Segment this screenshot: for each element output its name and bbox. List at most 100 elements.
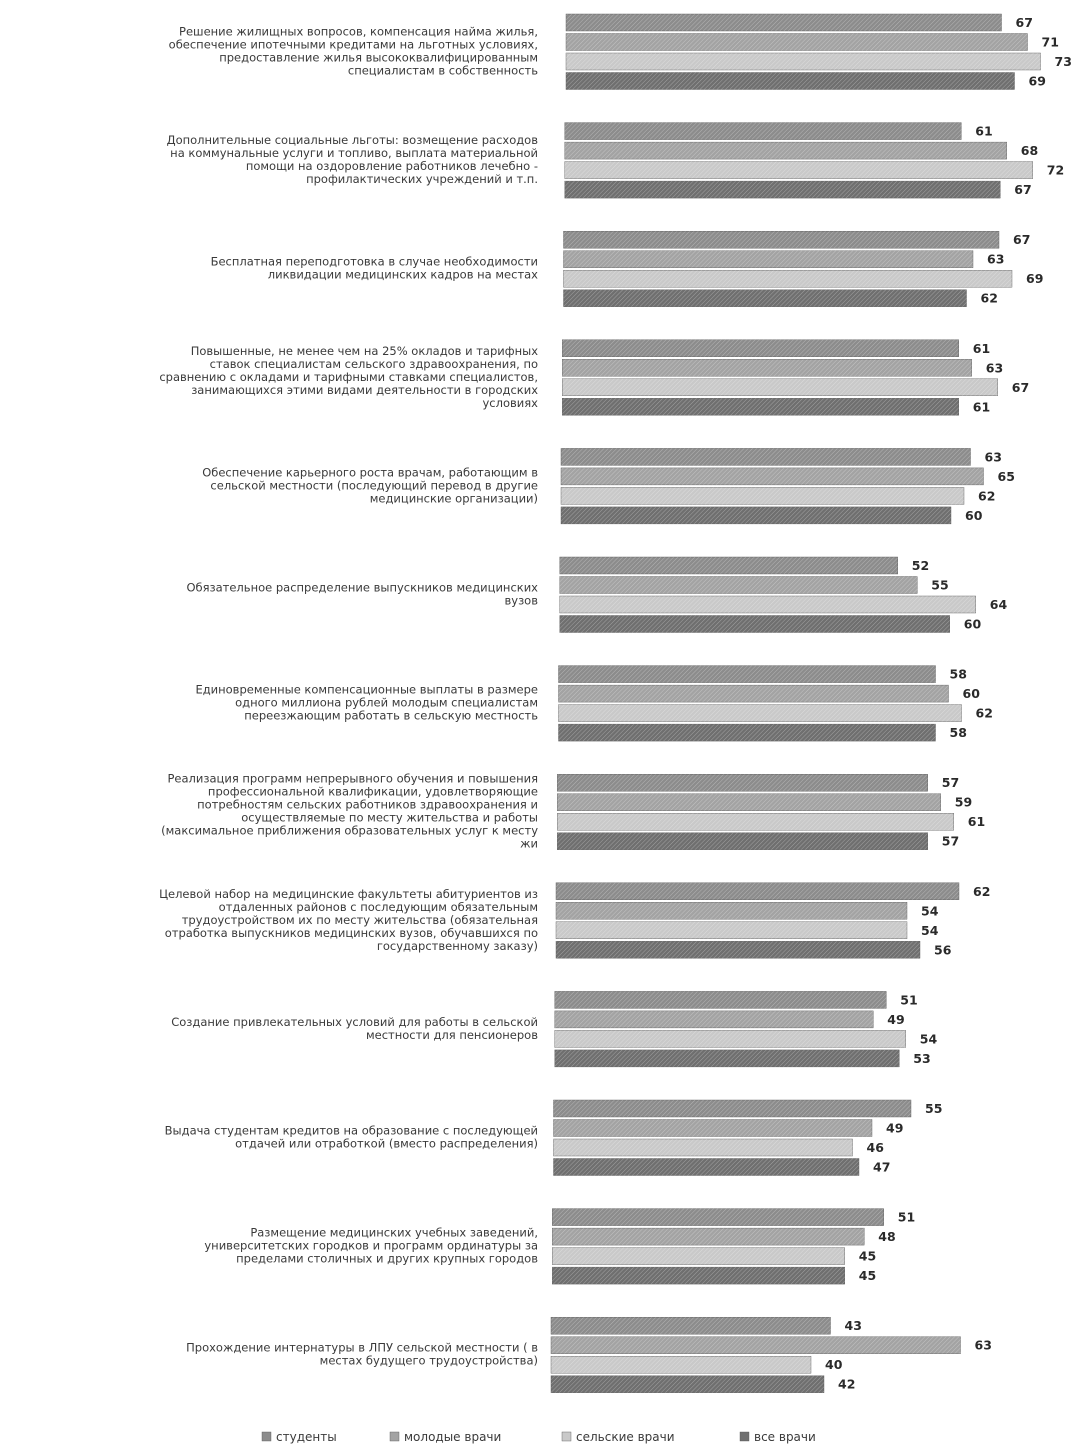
value-label: 53 <box>913 1051 930 1066</box>
bar-texture <box>556 882 959 900</box>
category-label: занимающихся этими видами деятельности в… <box>191 383 538 397</box>
bar-texture <box>557 793 941 811</box>
category-label: Реализация программ непрерывного обучени… <box>167 772 538 786</box>
category-label: Выдача студентам кредитов на образование… <box>165 1124 538 1138</box>
legend-label: сельские врачи <box>576 1430 675 1444</box>
bar-texture <box>563 289 967 307</box>
category-label: профессиональной квалификации, удовлетво… <box>208 785 538 799</box>
category-label: медицинские организации) <box>370 491 538 505</box>
value-label: 62 <box>981 291 998 306</box>
bar-texture <box>562 359 972 377</box>
legend: студенты молодые врачи сельские врачи все в… <box>261 1430 816 1444</box>
bar-texture <box>564 181 1001 199</box>
value-label: 55 <box>931 578 948 593</box>
value-label: 45 <box>859 1268 876 1283</box>
bar-texture <box>553 1158 859 1176</box>
category-label: Размещение медицинских учебных заведений… <box>250 1226 538 1240</box>
category-label: Создание привлекательных условий для раб… <box>171 1015 538 1029</box>
value-label: 68 <box>1021 143 1038 158</box>
legend-label: все врачи <box>754 1430 816 1444</box>
bar-texture <box>557 832 928 850</box>
category-label: Единовременные компенсационные выплаты в… <box>195 683 538 697</box>
bar-texture <box>559 576 918 594</box>
value-label: 57 <box>942 834 959 849</box>
category-label: Повышенные, не менее чем на 25% окладов … <box>191 344 538 358</box>
value-label: 71 <box>1042 35 1059 50</box>
category-label: местах будущего трудоустройства) <box>320 1354 538 1368</box>
bar-texture <box>561 448 971 466</box>
category-label: сельской местности (последующий перевод … <box>210 478 538 492</box>
bar-texture <box>557 813 954 831</box>
category-label: Прохождение интернатуры в ЛПУ сельской м… <box>186 1341 538 1355</box>
value-label: 55 <box>925 1101 942 1116</box>
value-label: 61 <box>975 124 992 139</box>
value-label: 63 <box>986 360 1003 375</box>
category-label: местности для пенсионеров <box>366 1028 538 1042</box>
category-label: (максимальное приближения образовательны… <box>161 824 538 838</box>
legend-swatch <box>389 1431 400 1442</box>
category-label: обеспечение ипотечными кредитами на льго… <box>169 38 538 52</box>
legend-swatch <box>561 1431 572 1442</box>
bar-texture <box>562 398 959 416</box>
bar-texture <box>557 774 928 792</box>
value-label: 67 <box>1013 232 1030 247</box>
value-label: 61 <box>973 399 990 414</box>
legend-swatch <box>739 1431 750 1442</box>
value-label: 47 <box>873 1160 890 1175</box>
category-labels: Решение жилищных вопросов, компенсация н… <box>159 25 538 1368</box>
bar-texture <box>558 685 949 703</box>
value-label: 54 <box>921 903 939 918</box>
category-label: пределами столичных и других крупных гор… <box>236 1252 538 1266</box>
bar-texture <box>562 339 959 357</box>
category-label: отдаленных районов с последующим обязате… <box>219 900 538 914</box>
value-label: 49 <box>887 1012 904 1027</box>
bar-texture <box>552 1208 884 1226</box>
value-label: 58 <box>950 667 967 682</box>
value-label: 69 <box>1026 271 1043 286</box>
value-label: 51 <box>898 1210 915 1225</box>
value-label: 61 <box>973 341 990 356</box>
legend-swatch <box>261 1431 272 1442</box>
category-label: одного миллиона рублей молодым специалис… <box>235 696 538 710</box>
value-label: 51 <box>900 992 917 1007</box>
value-label: 56 <box>934 942 952 957</box>
value-label: 67 <box>1012 380 1029 395</box>
category-label: Обеспечение карьерного роста врачам, раб… <box>202 465 538 479</box>
bar-texture <box>561 487 964 505</box>
category-label: ставок специалистам сельского здравоохра… <box>210 357 538 371</box>
bar-texture <box>552 1247 845 1265</box>
category-label: осуществляемые по месту жительства и раб… <box>241 811 538 825</box>
bar-texture <box>558 704 962 722</box>
bar-texture <box>563 231 999 249</box>
value-label: 62 <box>973 884 990 899</box>
value-label: 57 <box>942 775 959 790</box>
bar-texture <box>566 72 1015 90</box>
category-label: потребностям сельских работников здравоо… <box>197 798 538 812</box>
value-label: 54 <box>920 1031 938 1046</box>
bar-texture <box>559 557 898 574</box>
value-label: 62 <box>978 488 995 503</box>
bar-texture <box>558 665 936 683</box>
category-label: жи <box>520 837 538 851</box>
value-label: 69 <box>1029 74 1046 89</box>
value-label: 60 <box>965 508 983 523</box>
bar-texture <box>558 724 936 742</box>
category-label: государственному заказу) <box>377 939 538 953</box>
bar-texture <box>553 1100 911 1117</box>
value-label: 59 <box>955 795 972 810</box>
category-label: на коммунальные услуги и топливо, выплат… <box>170 146 538 160</box>
category-label: отработка выпускников медицинских вузов,… <box>165 926 538 940</box>
legend-label: молодые врачи <box>404 1430 501 1444</box>
bar-texture <box>563 250 973 268</box>
value-label: 62 <box>976 706 993 721</box>
category-label: университетских городков и программ орди… <box>204 1239 538 1253</box>
bar-texture <box>564 161 1033 179</box>
bar-texture <box>564 142 1007 160</box>
bar-texture <box>551 1336 961 1354</box>
value-label: 40 <box>825 1357 843 1372</box>
value-label: 42 <box>838 1377 855 1392</box>
category-label: отдачей или отработкой (вместо распредел… <box>235 1137 538 1151</box>
bar-texture <box>561 506 951 524</box>
value-label: 63 <box>975 1338 992 1353</box>
